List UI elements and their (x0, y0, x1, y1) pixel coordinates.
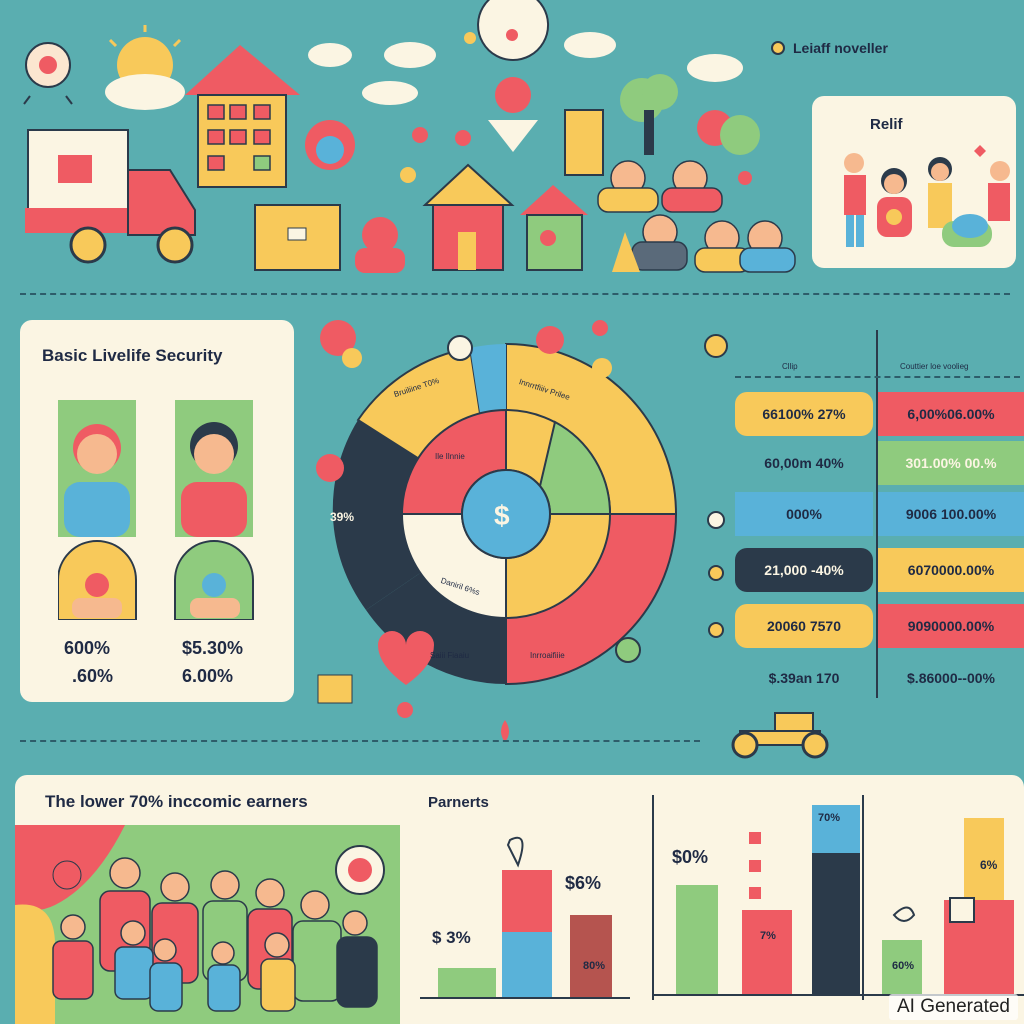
table-row-3-left: 000% (735, 492, 873, 536)
table-header-left: Cllip (782, 362, 798, 371)
table-row-5-left: 20060 7570 (735, 604, 873, 648)
donut-chart (316, 320, 678, 742)
donut-label-4: Inrroaifiiie (530, 651, 565, 660)
parents-label: Parnerts (428, 794, 489, 811)
table-row-3-right: 9006 100.00% (878, 492, 1024, 536)
relief-family-illustration (844, 145, 1010, 247)
bottom-axis-left (652, 795, 654, 1000)
watermark: AI Generated (888, 994, 1018, 1020)
parents-bar-chart (420, 836, 630, 999)
donut-label-3: Saiii Fiaaiu (430, 651, 470, 660)
bar-label-1: $ 3% (432, 928, 471, 947)
bar-label-6: 60% (892, 960, 915, 972)
stat-right-1: $5.30% (182, 638, 244, 658)
bar-label-7: 7% (760, 930, 776, 942)
bar-label-8: 80% (583, 960, 606, 972)
stat-left-1: 600% (64, 638, 111, 658)
tractor-illustration (731, 712, 829, 759)
bar-label-5: 6% (980, 858, 998, 872)
bar-label-4: 70% (818, 812, 841, 824)
table-row-2-left: 60,00m 40% (764, 455, 844, 471)
top-illustration (23, 0, 796, 273)
bottom-axis-mid (862, 795, 864, 1000)
donut-center-symbol: $ (494, 500, 510, 531)
security-card: Basic Livelife Security 600% .60% $5.30%… (20, 320, 294, 702)
divider-top (20, 293, 1010, 295)
relief-card: Relif (812, 96, 1016, 268)
bar-label-3: $0% (672, 847, 709, 867)
earners-title: The lower 70% inccomic earners (45, 792, 308, 811)
donut-left-value: 39% (330, 510, 355, 524)
table-divider (876, 330, 878, 698)
table-header-rule (735, 376, 1020, 378)
table-bullets (704, 334, 728, 638)
table-row-2-right: 301.00% 00.% (878, 441, 1024, 485)
top-label: Leiaff noveller (793, 40, 888, 56)
bar-label-2: $6% (565, 873, 602, 893)
table-row-6-left: $.39an 170 (768, 670, 840, 686)
stat-right-2: 6.00% (182, 666, 234, 686)
table-row-4-right: 6070000.00% (878, 548, 1024, 592)
stat-left-2: .60% (72, 666, 114, 686)
table-row-4-left: 21,000 -40% (735, 548, 873, 592)
table-row-5-right: 9090000.00% (878, 604, 1024, 648)
table-row-1-left: 66100% 27% (735, 392, 873, 436)
relief-title: Relif (870, 116, 903, 133)
donut-inner-label-1: Ile Ilnnie (435, 452, 465, 461)
family-illustration (15, 825, 400, 1024)
table-header-right: Couttier loe voolieg (900, 362, 969, 371)
table-row-6-right: $.86000--00% (907, 670, 995, 686)
divider-bottom (20, 740, 700, 742)
table-row-1-right: 6,00%06.00% (878, 392, 1024, 436)
security-title: Basic Livelife Security (42, 346, 223, 365)
security-portraits (58, 400, 254, 620)
